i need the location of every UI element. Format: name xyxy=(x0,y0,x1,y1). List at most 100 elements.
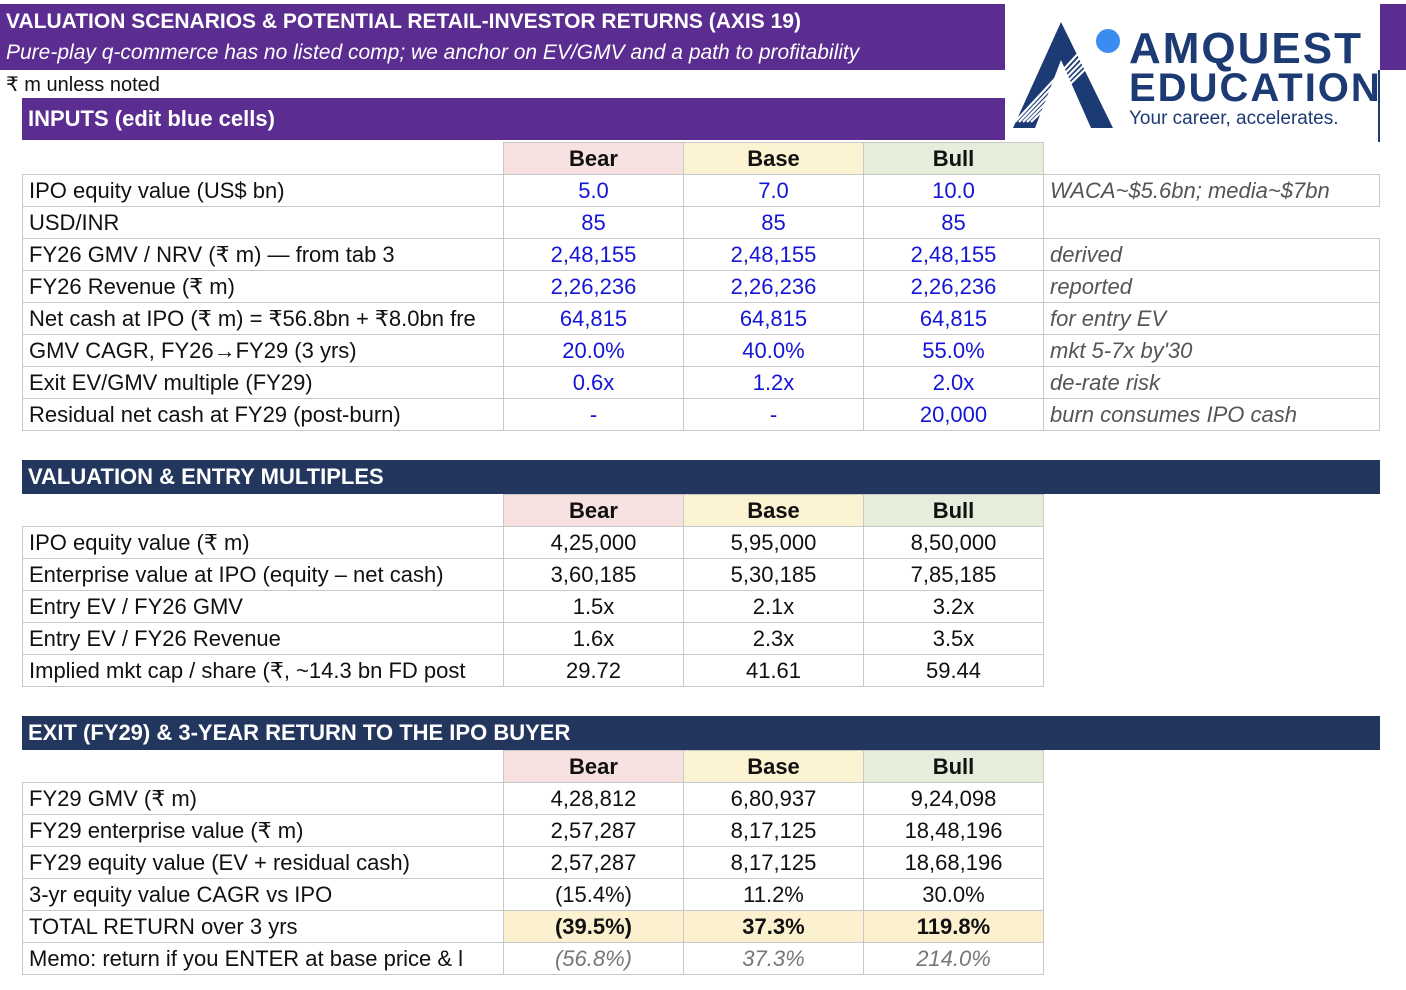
col-header-base: Base xyxy=(683,142,864,175)
input-cell[interactable]: 85 xyxy=(683,206,864,239)
value-cell: 41.61 xyxy=(683,654,864,687)
row-label: Implied mkt cap / share (₹, ~14.3 bn FD … xyxy=(22,654,504,687)
row-note: WACA~$5.6bn; media~$7bn xyxy=(1043,174,1380,207)
row-label: FY26 Revenue (₹ m) xyxy=(22,270,504,303)
logo-divider xyxy=(1378,70,1380,142)
input-cell[interactable]: 64,815 xyxy=(683,302,864,335)
value-cell: 5,30,185 xyxy=(683,558,864,591)
col-header-bear: Bear xyxy=(503,750,684,783)
input-cell[interactable]: 85 xyxy=(863,206,1044,239)
title-banner: VALUATION SCENARIOS & POTENTIAL RETAIL-I… xyxy=(0,4,1005,70)
table-header-row: Bear Base Bull xyxy=(23,750,1044,783)
amquest-logo: AMQUEST EDUCATION Your career, accelerat… xyxy=(1005,4,1380,140)
table-row: Enterprise value at IPO (equity – net ca… xyxy=(22,558,1044,591)
input-cell[interactable]: 2.0x xyxy=(863,366,1044,399)
input-cell[interactable]: 1.2x xyxy=(683,366,864,399)
row-note xyxy=(1044,207,1380,239)
input-cell[interactable]: 2,48,155 xyxy=(863,238,1044,271)
total-cell: 37.3% xyxy=(683,910,864,943)
col-header-bear: Bear xyxy=(503,494,684,527)
input-cell[interactable]: 20,000 xyxy=(863,398,1044,431)
input-cell[interactable]: 10.0 xyxy=(863,174,1044,207)
value-cell: 2.3x xyxy=(683,622,864,655)
value-cell: 2,57,287 xyxy=(503,846,684,879)
table-row: USD/INR 85 85 85 xyxy=(22,206,1380,239)
input-cell[interactable]: 2,26,236 xyxy=(683,270,864,303)
value-cell: 4,28,812 xyxy=(503,782,684,815)
row-label: FY29 equity value (EV + residual cash) xyxy=(22,846,504,879)
value-cell: 3,60,185 xyxy=(503,558,684,591)
logo-word-2: EDUCATION xyxy=(1129,66,1382,110)
exit-table: Bear Base Bull FY29 GMV (₹ m) 4,28,812 6… xyxy=(22,750,1044,975)
inputs-section-header: INPUTS (edit blue cells) xyxy=(22,98,1005,140)
value-cell: 29.72 xyxy=(503,654,684,687)
input-cell[interactable]: 2,48,155 xyxy=(683,238,864,271)
col-header-base: Base xyxy=(683,750,864,783)
input-cell[interactable]: 20.0% xyxy=(503,334,684,367)
input-cell[interactable]: 5.0 xyxy=(503,174,684,207)
col-header-bull: Bull xyxy=(863,142,1044,175)
banner-edge xyxy=(1378,4,1406,70)
input-cell[interactable]: - xyxy=(503,398,684,431)
memo-cell: 37.3% xyxy=(683,942,864,975)
row-label: Enterprise value at IPO (equity – net ca… xyxy=(22,558,504,591)
table-row: Entry EV / FY26 Revenue 1.6x 2.3x 3.5x xyxy=(22,622,1044,655)
col-header-base: Base xyxy=(683,494,864,527)
input-cell[interactable]: 2,26,236 xyxy=(863,270,1044,303)
logo-word-1: AMQUEST xyxy=(1129,24,1363,73)
table-row: GMV CAGR, FY26→FY29 (3 yrs) 20.0% 40.0% … xyxy=(22,334,1380,367)
input-cell[interactable]: 85 xyxy=(503,206,684,239)
row-note: for entry EV xyxy=(1043,302,1380,335)
input-cell[interactable]: 0.6x xyxy=(503,366,684,399)
table-row: FY29 equity value (EV + residual cash) 2… xyxy=(22,846,1044,879)
table-row: FY29 enterprise value (₹ m) 2,57,287 8,1… xyxy=(22,814,1044,847)
table-row: FY29 GMV (₹ m) 4,28,812 6,80,937 9,24,09… xyxy=(22,782,1044,815)
value-cell: 3.5x xyxy=(863,622,1044,655)
valuation-table: Bear Base Bull IPO equity value (₹ m) 4,… xyxy=(22,494,1044,687)
value-cell: 59.44 xyxy=(863,654,1044,687)
logo-tagline: Your career, accelerates. xyxy=(1129,108,1339,129)
row-label: IPO equity value (₹ m) xyxy=(22,526,504,559)
value-cell: 11.2% xyxy=(683,878,864,911)
row-label: FY29 GMV (₹ m) xyxy=(22,782,504,815)
input-cell[interactable]: - xyxy=(683,398,864,431)
value-cell: 1.5x xyxy=(503,590,684,623)
value-cell: 8,17,125 xyxy=(683,846,864,879)
input-cell[interactable]: 64,815 xyxy=(503,302,684,335)
inputs-table: Bear Base Bull IPO equity value (US$ bn)… xyxy=(22,142,1380,431)
row-label: FY29 enterprise value (₹ m) xyxy=(22,814,504,847)
input-cell[interactable]: 40.0% xyxy=(683,334,864,367)
input-cell[interactable]: 64,815 xyxy=(863,302,1044,335)
value-cell: 3.2x xyxy=(863,590,1044,623)
value-cell: 7,85,185 xyxy=(863,558,1044,591)
input-cell[interactable]: 55.0% xyxy=(863,334,1044,367)
total-cell: (39.5%) xyxy=(503,910,684,943)
table-row: Implied mkt cap / share (₹, ~14.3 bn FD … xyxy=(22,654,1044,687)
row-label: IPO equity value (US$ bn) xyxy=(22,174,504,207)
table-header-row: Bear Base Bull xyxy=(23,494,1044,527)
memo-row: Memo: return if you ENTER at base price … xyxy=(22,942,1044,975)
table-row: Exit EV/GMV multiple (FY29) 0.6x 1.2x 2.… xyxy=(22,366,1380,399)
row-note: reported xyxy=(1043,270,1380,303)
units-note: ₹ m unless noted xyxy=(6,74,160,96)
row-label: Entry EV / FY26 Revenue xyxy=(22,622,504,655)
value-cell: 18,68,196 xyxy=(863,846,1044,879)
table-row: FY26 Revenue (₹ m) 2,26,236 2,26,236 2,2… xyxy=(22,270,1380,303)
table-row: 3-yr equity value CAGR vs IPO (15.4%) 11… xyxy=(22,878,1044,911)
table-row: Entry EV / FY26 GMV 1.5x 2.1x 3.2x xyxy=(22,590,1044,623)
memo-cell: (56.8%) xyxy=(503,942,684,975)
row-label: Residual net cash at FY29 (post-burn) xyxy=(22,398,504,431)
input-cell[interactable]: 2,48,155 xyxy=(503,238,684,271)
row-note: burn consumes IPO cash xyxy=(1043,398,1380,431)
row-label: Memo: return if you ENTER at base price … xyxy=(22,942,504,975)
input-cell[interactable]: 7.0 xyxy=(683,174,864,207)
row-label: TOTAL RETURN over 3 yrs xyxy=(22,910,504,943)
value-cell: 4,25,000 xyxy=(503,526,684,559)
input-cell[interactable]: 2,26,236 xyxy=(503,270,684,303)
col-header-bull: Bull xyxy=(863,750,1044,783)
value-cell: 1.6x xyxy=(503,622,684,655)
exit-section-header: EXIT (FY29) & 3-YEAR RETURN TO THE IPO B… xyxy=(22,716,1380,750)
table-row: IPO equity value (US$ bn) 5.0 7.0 10.0 W… xyxy=(22,174,1380,207)
table-header-row: Bear Base Bull xyxy=(23,142,1380,175)
total-cell: 119.8% xyxy=(863,910,1044,943)
